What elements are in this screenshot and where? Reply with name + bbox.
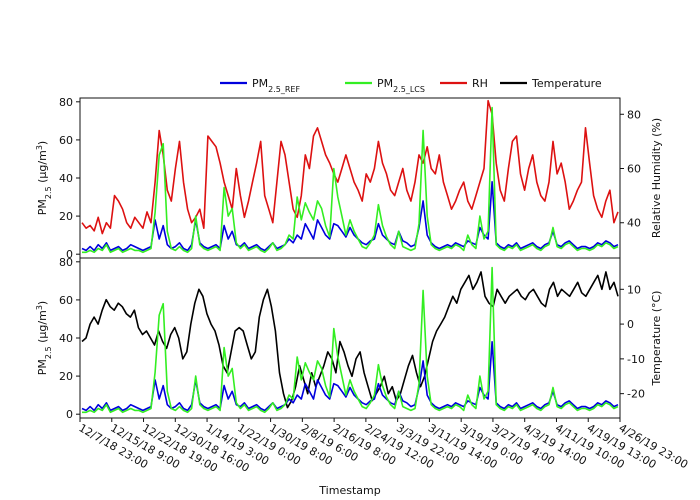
top-right-axis: 40 60 80 xyxy=(620,108,641,230)
bottom-pm-base: PM xyxy=(36,359,49,375)
bottom-series-pm2-5-lcs xyxy=(82,266,619,414)
top-panel: 0 20 40 60 80 40 60 80 PM2.5 (µg/m3) Relative … xyxy=(35,96,664,261)
top-left-axis-title: PM2.5 (µg/m3) xyxy=(35,141,53,215)
bottom-right-tick-label-10: 10 xyxy=(627,283,641,296)
legend-label-sub-0: 2.5_REF xyxy=(268,85,300,94)
bottom-left-tick-label-80: 80 xyxy=(59,256,73,269)
legend-label-sub-1: 2.5_LCS xyxy=(393,85,425,94)
legend-label-base-2: RH xyxy=(472,77,488,90)
bottom-right-tick-label--20: -20 xyxy=(627,388,645,401)
top-left-tick-label-0: 0 xyxy=(66,248,73,261)
legend: PM2.5_REF PM2.5_LCS RH Temperature xyxy=(220,77,602,94)
top-pm-sup: 3 xyxy=(35,145,44,150)
legend-label-3: Temperature xyxy=(531,77,602,90)
bottom-series-temperature xyxy=(81,271,619,409)
x-axis-title: Timestamp xyxy=(318,484,380,497)
top-right-tick-label-80: 80 xyxy=(627,108,641,121)
top-pm-end: ) xyxy=(36,141,49,145)
top-right-axis-title: Relative Humidity (%) xyxy=(650,118,663,238)
top-series-rh xyxy=(81,99,619,235)
bottom-right-axis: -20 -10 0 10 xyxy=(620,283,645,401)
legend-item-2: RH xyxy=(440,77,488,90)
bottom-left-tick-label-0: 0 xyxy=(66,408,73,421)
bottom-right-tick-label-0: 0 xyxy=(627,318,634,331)
top-pm-sub: 2.5 xyxy=(44,186,53,199)
top-left-tick-label-20: 20 xyxy=(59,210,73,223)
top-left-tick-label-40: 40 xyxy=(59,172,73,185)
legend-label-base-1: PM xyxy=(377,77,393,90)
legend-label-2: RH xyxy=(472,77,488,90)
bottom-left-axis-title: PM2.5 (µg/m3) xyxy=(35,301,53,375)
bottom-pm-end: ) xyxy=(36,301,49,305)
bottom-panel: 0 20 40 60 80 -20 -10 0 10 12/7/18 23:0012/15/1… xyxy=(35,256,691,497)
top-series-group xyxy=(81,99,619,254)
legend-item-0: PM2.5_REF xyxy=(220,77,300,94)
bottom-left-tick-label-20: 20 xyxy=(59,370,73,383)
top-right-tick-label-40: 40 xyxy=(627,217,641,230)
bottom-pm-sub: 2.5 xyxy=(44,346,53,359)
legend-label-base-3: Temperature xyxy=(531,77,602,90)
top-series-pm2-5-ref xyxy=(81,181,619,252)
top-left-tick-label-80: 80 xyxy=(59,96,73,109)
top-left-tick-label-60: 60 xyxy=(59,134,73,147)
bottom-series-group xyxy=(81,266,619,414)
bottom-right-tick-label--10: -10 xyxy=(627,353,645,366)
top-pm-unit: (µg/m xyxy=(36,150,49,186)
bottom-pm-unit: (µg/m xyxy=(36,310,49,346)
legend-label-base-0: PM xyxy=(252,77,268,90)
top-pm-base: PM xyxy=(36,199,49,215)
top-series-pm2-5-lcs xyxy=(82,106,619,254)
legend-label-0: PM2.5_REF xyxy=(252,77,300,94)
bottom-left-tick-label-40: 40 xyxy=(59,332,73,345)
legend-label-1: PM2.5_LCS xyxy=(377,77,425,94)
legend-item-3: Temperature xyxy=(500,77,602,90)
top-left-axis: 0 20 40 60 80 xyxy=(59,96,80,261)
bottom-pm-sup: 3 xyxy=(35,305,44,310)
top-right-tick-label-60: 60 xyxy=(627,163,641,176)
bottom-right-axis-title: Temperature (°C) xyxy=(650,291,663,387)
bottom-left-axis: 0 20 40 60 80 xyxy=(59,256,80,421)
legend-item-1: PM2.5_LCS xyxy=(345,77,425,94)
bottom-left-tick-label-60: 60 xyxy=(59,294,73,307)
bottom-series-pm2-5-ref xyxy=(81,340,619,412)
